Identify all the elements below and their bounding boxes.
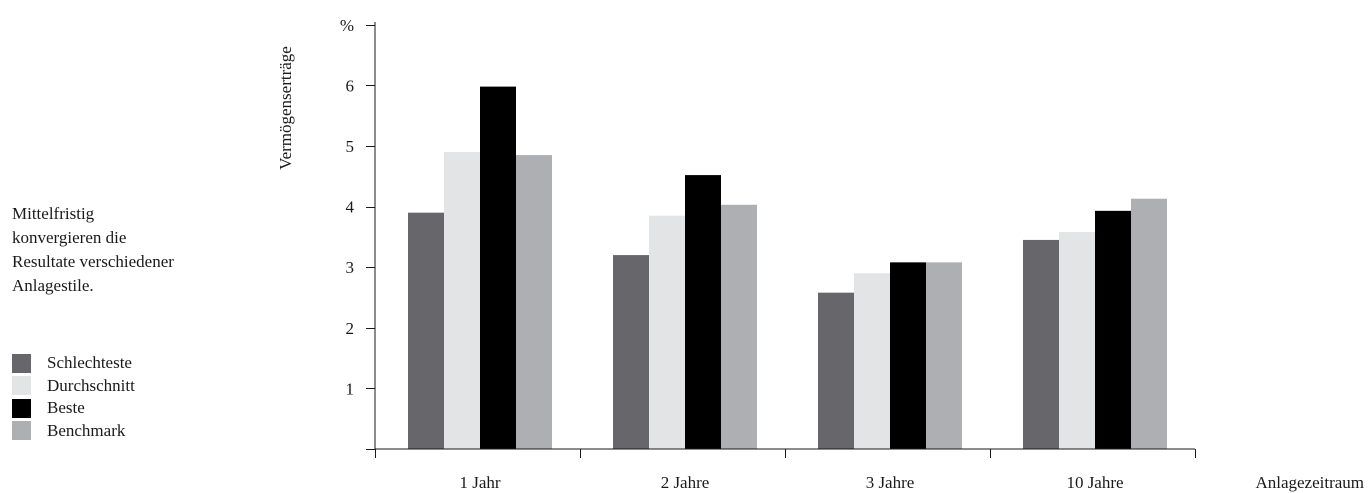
legend-swatch — [12, 421, 31, 441]
y-tick-label: 1 — [346, 379, 355, 398]
y-tick-label: 2 — [346, 319, 355, 338]
chart-caption: Mittelfristig konvergieren die Resultate… — [12, 204, 174, 295]
bar-benchmark-2 — [721, 204, 757, 449]
bar-schlechteste-2 — [613, 255, 649, 449]
bar-benchmark-1 — [516, 155, 552, 449]
bar-durchschnitt-4 — [1059, 232, 1095, 449]
legend-label: Benchmark — [47, 420, 126, 440]
bar-beste-4 — [1095, 210, 1131, 449]
legend-swatch — [12, 353, 31, 373]
x-tick-label: 10 Jahre — [1066, 473, 1123, 492]
legend-swatch — [12, 398, 31, 418]
axes-group — [366, 22, 1196, 458]
y-tick-label: 6 — [346, 76, 355, 95]
x-tick-label: 1 Jahr — [459, 473, 500, 492]
x-axis-title: Anlagezeitraum — [1255, 473, 1364, 492]
bar-schlechteste-1 — [408, 212, 444, 449]
y-axis-title: Vermögenserträge — [276, 46, 295, 170]
x-tick-label: 3 Jahre — [866, 473, 915, 492]
bar-benchmark-4 — [1131, 198, 1167, 449]
bar-durchschnitt-3 — [854, 273, 890, 449]
bar-schlechteste-4 — [1023, 239, 1059, 449]
bar-beste-2 — [685, 175, 721, 449]
bar-beste-1 — [480, 86, 516, 449]
legend-item: Schlechteste — [12, 352, 135, 375]
y-tick-label: 5 — [346, 137, 355, 156]
legend-item: Beste — [12, 397, 135, 420]
bar-benchmark-3 — [926, 262, 962, 449]
legend-item: Durchschnitt — [12, 375, 135, 398]
legend-swatch — [12, 376, 31, 396]
chart-legend: Schlechteste Durchschnitt Beste Benchmark — [12, 352, 135, 442]
labels-group: 1 2 3 4 5 6% Vermögenserträge 1 Jahr 2 Jahre 3 Ja… — [276, 16, 1364, 492]
y-tick-label: 3 — [346, 258, 355, 277]
x-tick-label: 2 Jahre — [661, 473, 710, 492]
legend-label: Beste — [47, 398, 85, 418]
legend-label: Schlechteste — [47, 353, 132, 373]
bars-group — [408, 86, 1167, 449]
y-unit-label: % — [340, 16, 354, 35]
bar-durchschnitt-2 — [649, 215, 685, 449]
legend-item: Benchmark — [12, 420, 135, 443]
y-tick-label: 4 — [346, 198, 355, 217]
legend-label: Durchschnitt — [47, 375, 135, 395]
bar-beste-3 — [890, 262, 926, 449]
bar-durchschnitt-1 — [444, 152, 480, 449]
bar-schlechteste-3 — [818, 292, 854, 449]
